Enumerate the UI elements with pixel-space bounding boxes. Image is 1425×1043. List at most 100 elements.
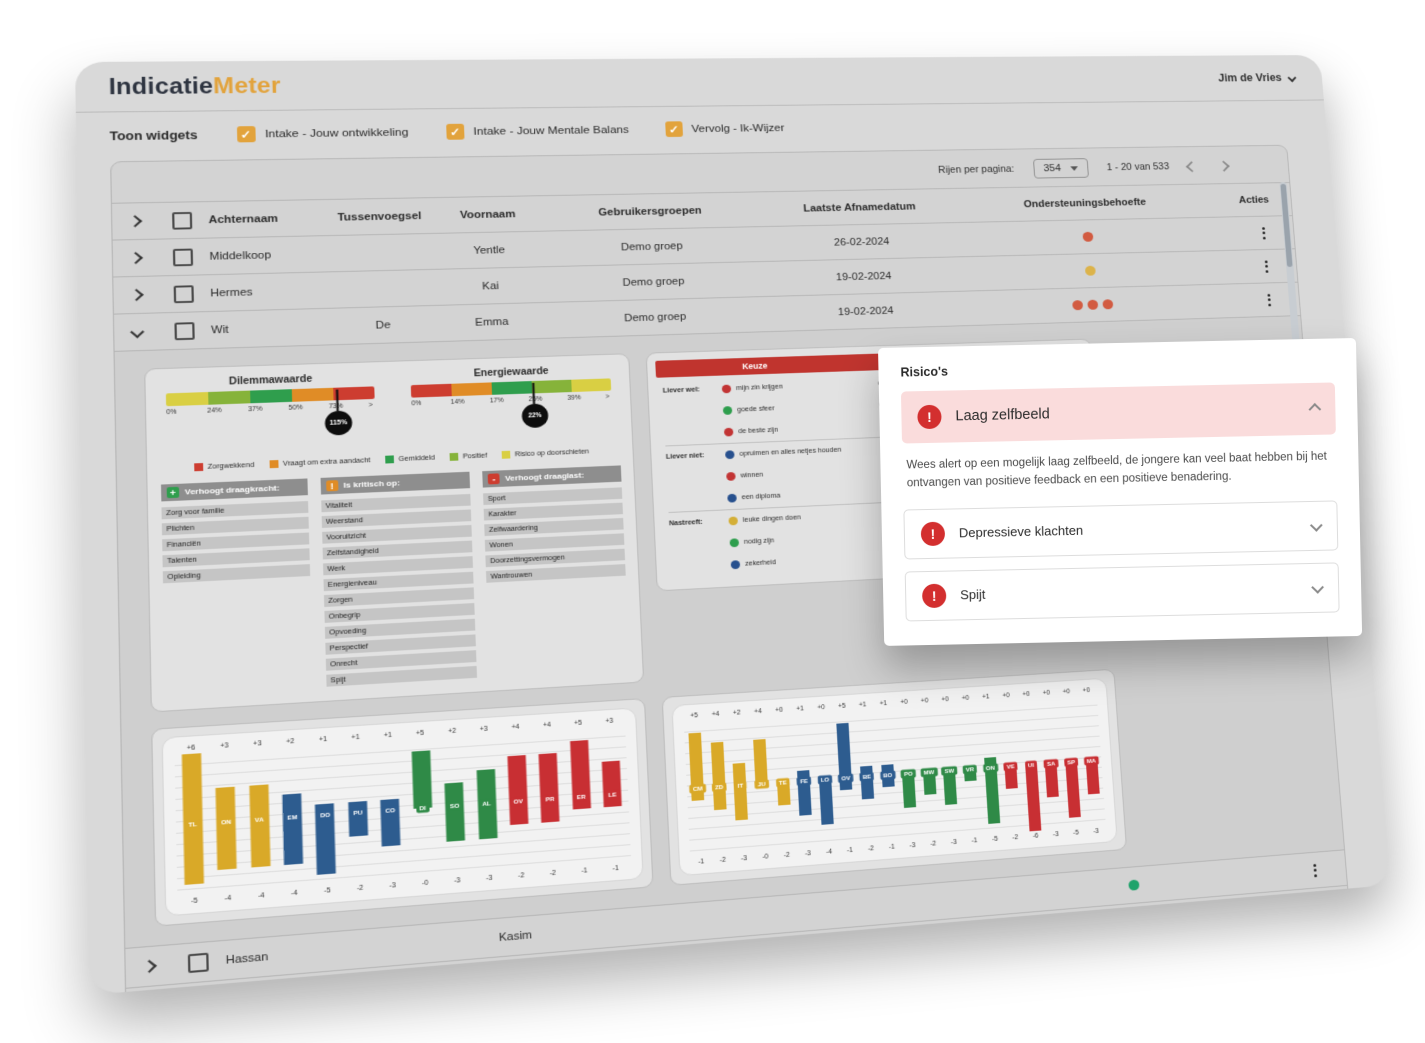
- gauge-segment: [451, 382, 493, 397]
- support-dot: [1135, 988, 1147, 996]
- support-dot: [1119, 990, 1132, 996]
- axis-value-bottom: -4: [224, 894, 232, 903]
- risk-label: Laag zelfbeeld: [955, 406, 1050, 425]
- row-checkbox-cell: [172, 951, 224, 974]
- gauge-tick-label: 39%: [567, 394, 581, 402]
- cell-ondersteuningsbehoefte: [1018, 978, 1263, 996]
- factor-list-title: Verhoogt draagkracht:: [184, 483, 280, 497]
- legend-swatch: [194, 463, 204, 472]
- cell-acties: [1255, 894, 1349, 921]
- previous-page-icon[interactable]: [1185, 160, 1198, 172]
- row-actions-menu-icon[interactable]: [1316, 932, 1326, 952]
- expand-cell[interactable]: [114, 325, 159, 339]
- widget-toggle[interactable]: ✓ Vervolg - Ik-Wijzer: [664, 120, 785, 138]
- rows-per-page-select[interactable]: 354: [1032, 158, 1089, 179]
- user-menu[interactable]: Jim de Vries: [1218, 71, 1297, 84]
- factor-list: - Verhoogt draaglast: Sport Karakter Zelfwaa…: [482, 465, 626, 586]
- cell-voornaam: Kasim: [498, 928, 533, 944]
- keuze-category: [671, 565, 725, 568]
- row-checkbox-cell: [158, 284, 208, 303]
- bar-label-chip: PO: [900, 768, 916, 779]
- widget-options: ✓ Intake - Jouw ontwikkeling ✓ Intake - Jou…: [236, 120, 785, 143]
- row-actions-menu-icon[interactable]: [1262, 257, 1272, 275]
- axis-value-top: +4: [511, 723, 520, 732]
- axis-value-top: +0: [1022, 691, 1031, 699]
- axis-value-top: +0: [1082, 687, 1091, 695]
- chevron-down-icon[interactable]: [1309, 519, 1323, 532]
- checkbox-checked-icon[interactable]: ✓: [664, 121, 683, 138]
- risk-item-depressieve-klachten[interactable]: ! Depressieve klachten: [903, 500, 1339, 560]
- keuze-choice: een diploma: [727, 487, 878, 503]
- cell-tussenvoegsel: De: [375, 319, 391, 331]
- row-actions-menu-icon[interactable]: [1313, 896, 1323, 916]
- bar-on: +3 ON -4: [207, 739, 245, 905]
- collapse-row-icon[interactable]: [129, 325, 144, 339]
- alert-icon: !: [920, 521, 946, 546]
- row-checkbox[interactable]: [188, 991, 210, 996]
- axis-value-top: +2: [447, 727, 457, 736]
- bar-label-chip: VR: [962, 764, 978, 775]
- factor-item: Wantrouwen: [486, 564, 626, 583]
- bar-label-chip: OV: [510, 796, 527, 807]
- axis-value-bottom: -1: [971, 837, 978, 845]
- choice-dot: [728, 516, 739, 526]
- gauge-segment: [410, 383, 452, 398]
- axis-value-bottom: -1: [698, 858, 705, 866]
- gauge-tick-label: 24%: [207, 407, 222, 415]
- expand-icon[interactable]: [127, 215, 142, 228]
- row-checkbox[interactable]: [172, 248, 193, 266]
- chevron-down-icon: [1287, 73, 1297, 82]
- axis-value-top: +0: [817, 704, 825, 712]
- row-checkbox[interactable]: [187, 952, 209, 973]
- expand-all-cell[interactable]: [112, 215, 157, 228]
- axis-value-bottom: -3: [804, 850, 812, 858]
- expand-row-icon[interactable]: [128, 288, 144, 302]
- row-actions-menu-icon[interactable]: [1319, 968, 1329, 988]
- expand-row-icon[interactable]: [128, 251, 143, 265]
- axis-value-bottom: -2: [867, 845, 875, 853]
- row-actions-menu-icon[interactable]: [1310, 860, 1320, 879]
- widget-toggle-label: Intake - Jouw Mentale Balans: [473, 124, 630, 138]
- legend-item: Gemiddeld: [385, 454, 435, 464]
- keuze-category: Liever wel:: [662, 386, 700, 395]
- select-all-checkbox[interactable]: [171, 211, 192, 230]
- legend-label: Zorgwekkend: [207, 461, 255, 471]
- cell-tussenvoegsel: [332, 251, 428, 253]
- axis-value-bottom: -2: [930, 840, 937, 848]
- row-checkbox[interactable]: [173, 321, 195, 340]
- legend-label: Risico op doorschieten: [514, 448, 590, 458]
- expand-cell[interactable]: [114, 288, 159, 302]
- bar-tl: +6 TL -5: [174, 742, 212, 909]
- row-checkbox-cell: [157, 248, 207, 267]
- expand-row-icon[interactable]: [141, 959, 157, 974]
- bar-label-chip: DO: [316, 809, 334, 821]
- row-checkbox[interactable]: [173, 284, 194, 303]
- checkbox-checked-icon[interactable]: ✓: [446, 123, 465, 140]
- next-page-icon[interactable]: [1218, 160, 1230, 172]
- bar-label-chip: MW: [920, 767, 938, 778]
- chevron-down-icon[interactable]: [1311, 581, 1324, 594]
- axis-value-bottom: -5: [1072, 829, 1080, 837]
- factor-item: Karakter: [483, 502, 623, 521]
- bar-label-chip: ER: [573, 791, 590, 802]
- widget-toggle[interactable]: ✓ Intake - Jouw ontwikkeling: [236, 124, 409, 143]
- legend-swatch: [269, 460, 279, 469]
- widget-toggle[interactable]: ✓ Intake - Jouw Mentale Balans: [446, 122, 629, 140]
- legend-item: Vraagt om extra aandacht: [269, 456, 371, 469]
- risk-item-laag-zelfbeeld[interactable]: ! Laag zelfbeeld: [900, 382, 1336, 444]
- risk-item-spijt[interactable]: ! Spijt: [904, 562, 1340, 622]
- axis-value-top: +0: [900, 698, 908, 707]
- choice-dot: [730, 560, 741, 570]
- choice-dot: [727, 493, 737, 503]
- support-dot: [1086, 299, 1098, 310]
- row-actions-menu-icon[interactable]: [1259, 224, 1269, 242]
- bar-label-chip: JU: [754, 779, 769, 790]
- bar-label-chip: MA: [1083, 756, 1099, 766]
- chevron-up-icon[interactable]: [1308, 402, 1322, 416]
- expand-cell[interactable]: [126, 959, 172, 974]
- axis-value-bottom: -3: [1093, 827, 1100, 836]
- axis-value-top: +1: [318, 735, 328, 744]
- row-actions-menu-icon[interactable]: [1264, 291, 1274, 309]
- checkbox-checked-icon[interactable]: ✓: [236, 126, 256, 143]
- expand-cell[interactable]: [113, 251, 158, 265]
